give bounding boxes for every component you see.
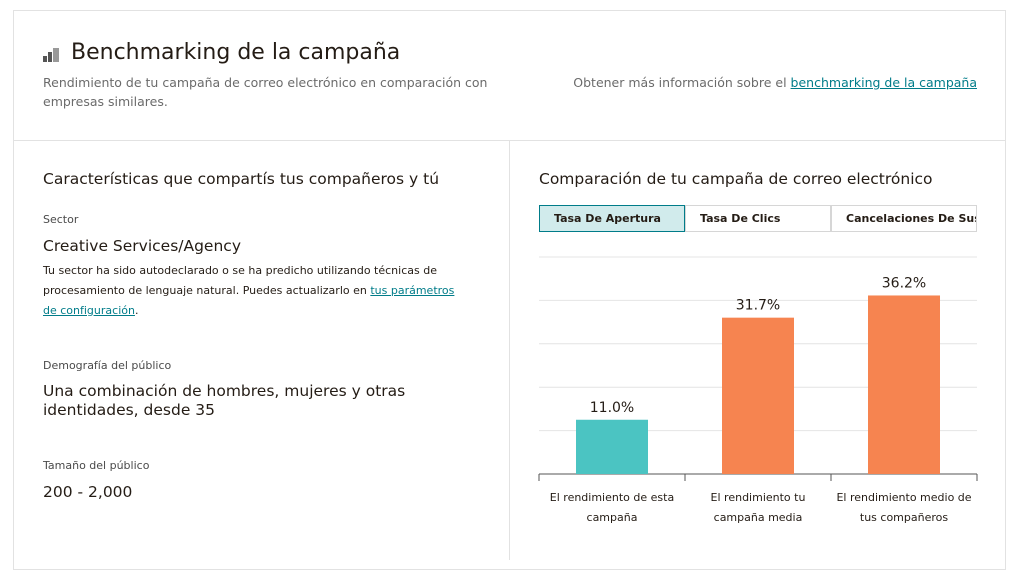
tab[interactable]: Cancelaciones De Suscri [831, 205, 977, 232]
divider [509, 140, 510, 560]
value-label: 36.2% [882, 275, 926, 291]
tab[interactable]: Tasa De Clics [685, 205, 831, 232]
label: Demografía del público [43, 359, 172, 372]
section-title: Características que compartís tus compañ… [43, 170, 440, 188]
more-info: Obtener más información sobre el benchma… [573, 73, 977, 92]
chart: 11.0% 31.7% 36.2% [538, 256, 978, 481]
more-info-text: Obtener más información sobre el [573, 75, 787, 90]
value-label: 31.7% [736, 298, 780, 314]
description-end: . [134, 304, 139, 317]
bar [576, 419, 648, 474]
page: Benchmarking de la campaña Rendimiento d… [13, 10, 1006, 570]
x-tick-label: El rendimiento tu campaña media [710, 491, 806, 524]
x-tick-label: El rendimiento medio de tus compañeros [836, 491, 972, 524]
settings-link[interactable]: tus parámetros de configuración [43, 284, 455, 317]
page-title: Benchmarking de la campaña [71, 40, 401, 65]
divider [14, 140, 1006, 141]
label: Sector [43, 213, 79, 226]
subtitle: Rendimiento de tu campaña de correo elec… [43, 75, 488, 109]
more-info-link[interactable]: benchmarking de la campaña [790, 75, 977, 90]
value-label: 11.0% [590, 400, 634, 416]
chart-icon [43, 48, 59, 62]
bar [722, 317, 794, 474]
value: Una combinación de hombres, mujeres y ot… [43, 382, 406, 419]
value: 200 - 2,000 [43, 483, 133, 501]
bar [868, 295, 940, 474]
description-text: Tu sector ha sido autodeclarado o se ha … [43, 264, 437, 297]
label: Tamaño del público [43, 459, 150, 472]
x-tick-label: El rendimiento de esta campaña [549, 491, 675, 524]
description: Tu sector ha sido autodeclarado o se ha … [43, 261, 463, 321]
value: Creative Services/Agency [43, 237, 241, 255]
section-title: Comparación de tu campaña de correo elec… [539, 170, 933, 188]
tab[interactable]: Tasa De Apertura [539, 205, 685, 232]
